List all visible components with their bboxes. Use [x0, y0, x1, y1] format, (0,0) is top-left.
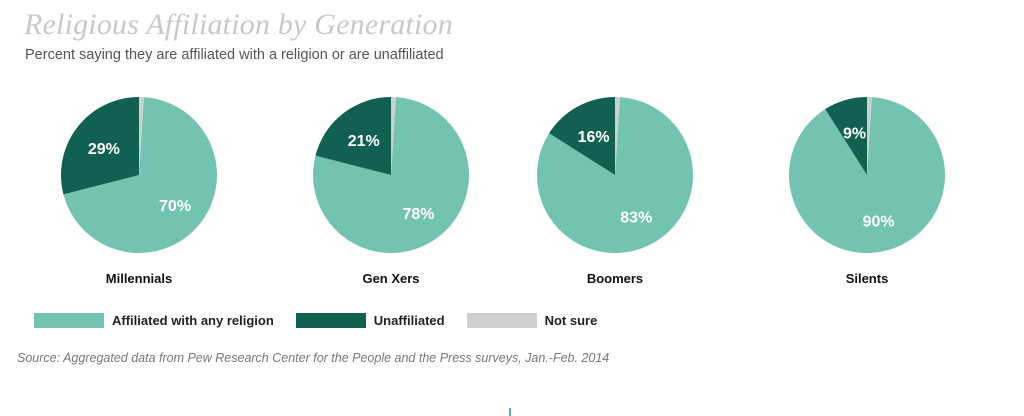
- legend-swatch-affiliated: [34, 313, 104, 328]
- pie-slice-gen-xers-unaffiliated: [315, 97, 391, 175]
- pie-label-millennials-affiliated: 70%: [159, 198, 191, 215]
- pie-name-gen-xers: Gen Xers: [362, 271, 419, 286]
- pie-slice-millennials-not-sure: [139, 97, 144, 175]
- legend-item-not-sure: Not sure: [466, 313, 598, 328]
- pie-name-millennials: Millennials: [106, 271, 172, 286]
- pie-label-millennials-unaffiliated: 29%: [88, 141, 120, 158]
- pie-slice-boomers-not-sure: [615, 97, 620, 175]
- pie-name-boomers: Boomers: [587, 271, 643, 286]
- pie-label-boomers-affiliated: 83%: [620, 210, 652, 227]
- legend: Affiliated with any religion Unaffiliate…: [34, 313, 619, 328]
- legend-swatch-not-sure: [466, 313, 537, 328]
- pie-slice-millennials-affiliated: [63, 97, 217, 254]
- pie-slice-silents-affiliated: [789, 97, 945, 254]
- pie-charts: 70% 29% Millennials 78% 21% Gen Xers 83% 16% Boo…: [60, 96, 945, 286]
- pie-name-silents: Silents: [846, 271, 889, 286]
- chart-subtitle: Percent saying they are affiliated with …: [25, 47, 444, 63]
- decorative-mark: [509, 408, 511, 416]
- source-note: Source: Aggregated data from Pew Researc…: [17, 351, 610, 365]
- pie-label-silents-affiliated: 90%: [863, 213, 895, 230]
- legend-swatch-unaffiliated: [295, 313, 366, 328]
- pie-label-silents-unaffiliated: 9%: [843, 125, 866, 142]
- pie-slice-gen-xers-not-sure: [391, 97, 396, 175]
- pie-slice-boomers-unaffiliated: [549, 97, 615, 175]
- chart-title: Religious Affiliation by Generation: [24, 8, 453, 41]
- pie-slice-gen-xers-affiliated: [313, 97, 469, 253]
- pie-slice-boomers-affiliated: [536, 97, 693, 254]
- pie-label-gen-xers-affiliated: 78%: [402, 206, 434, 223]
- legend-item-unaffiliated: Unaffiliated: [295, 313, 445, 328]
- legend-label-not-sure: Not sure: [544, 313, 598, 328]
- legend-label-affiliated: Affiliated with any religion: [112, 313, 274, 328]
- pie-slice-silents-unaffiliated: [825, 97, 867, 175]
- pie-label-gen-xers-unaffiliated: 21%: [348, 133, 380, 150]
- legend-item-affiliated: Affiliated with any religion: [34, 313, 274, 328]
- legend-label-unaffiliated: Unaffiliated: [373, 313, 445, 328]
- pie-slice-silents-not-sure: [867, 97, 872, 175]
- pie-label-boomers-unaffiliated: 16%: [578, 129, 610, 146]
- pie-slice-millennials-unaffiliated: [60, 96, 139, 195]
